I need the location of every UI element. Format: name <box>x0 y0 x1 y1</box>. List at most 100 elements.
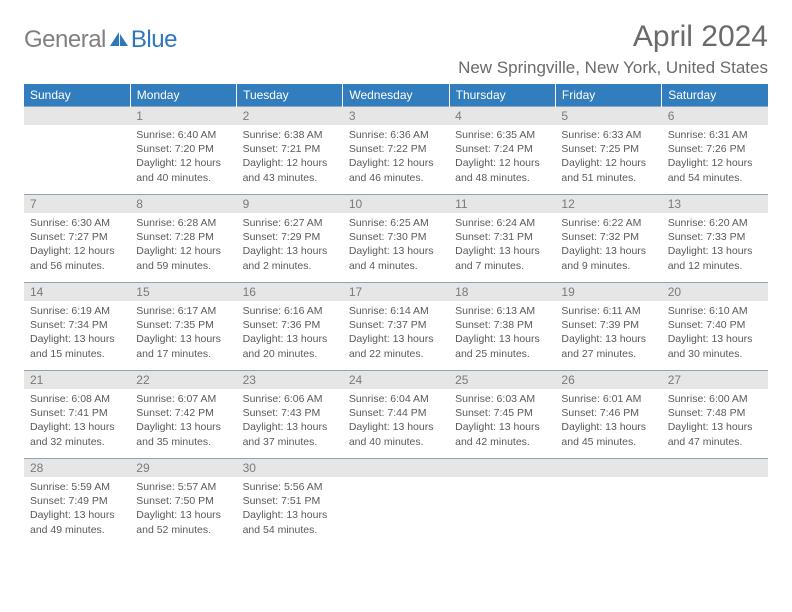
sunset-text: Sunset: 7:31 PM <box>455 230 549 244</box>
calendar-day-cell: 29 Sunrise: 5:57 AMSunset: 7:50 PMDayligh… <box>130 459 236 547</box>
calendar-day-cell <box>555 459 661 547</box>
daylight-text-cont: and 27 minutes. <box>561 347 655 361</box>
calendar-page: General Blue April 2024 New Springville,… <box>0 0 792 567</box>
sunrise-text: Sunrise: 6:19 AM <box>30 304 124 318</box>
sunrise-text: Sunrise: 6:08 AM <box>30 392 124 406</box>
daylight-text: Daylight: 13 hours <box>561 420 655 434</box>
daylight-text: Daylight: 13 hours <box>668 332 762 346</box>
calendar-day-cell: 5Sunrise: 6:33 AMSunset: 7:25 PMDaylight… <box>555 107 661 195</box>
daylight-text-cont: and 7 minutes. <box>455 259 549 273</box>
daylight-text: Daylight: 12 hours <box>561 156 655 170</box>
logo-text-general: General <box>24 26 106 54</box>
sunrise-text: Sunrise: 6:36 AM <box>349 128 443 142</box>
day-number: 12 <box>555 195 661 213</box>
daylight-text-cont: and 9 minutes. <box>561 259 655 273</box>
calendar-day-cell: 7Sunrise: 6:30 AMSunset: 7:27 PMDaylight… <box>24 195 130 283</box>
daylight-text: Daylight: 13 hours <box>561 244 655 258</box>
calendar-day-cell: 1Sunrise: 6:40 AMSunset: 7:20 PMDaylight… <box>130 107 236 195</box>
day-number: 14 <box>24 283 130 301</box>
sunrise-text: Sunrise: 6:14 AM <box>349 304 443 318</box>
sunrise-text: Sunrise: 6:07 AM <box>136 392 230 406</box>
sunrise-text: Sunrise: 6:17 AM <box>136 304 230 318</box>
day-number: 30 <box>237 459 343 477</box>
calendar-day-cell: 19 Sunrise: 6:11 AMSunset: 7:39 PMDayligh… <box>555 283 661 371</box>
sunset-text: Sunset: 7:22 PM <box>349 142 443 156</box>
day-number: 29 <box>130 459 236 477</box>
day-info: Sunrise: 6:27 AMSunset: 7:29 PMDaylight:… <box>243 216 337 273</box>
page-title: April 2024 <box>458 20 768 54</box>
calendar-day-cell: 24Sunrise: 6:04 AMSunset: 7:44 PMDayligh… <box>343 371 449 459</box>
daylight-text: Daylight: 13 hours <box>30 508 124 522</box>
daylight-text: Daylight: 13 hours <box>349 332 443 346</box>
calendar-day-cell: 17Sunrise: 6:14 AMSunset: 7:37 PMDayligh… <box>343 283 449 371</box>
calendar-day-cell <box>343 459 449 547</box>
logo-text-blue: Blue <box>131 26 177 54</box>
daylight-text: Daylight: 13 hours <box>455 420 549 434</box>
sunrise-text: Sunrise: 6:35 AM <box>455 128 549 142</box>
calendar-day-cell: 12Sunrise: 6:22 AMSunset: 7:32 PMDayligh… <box>555 195 661 283</box>
sunrise-text: Sunrise: 6:11 AM <box>561 304 655 318</box>
day-number: 26 <box>555 371 661 389</box>
daylight-text: Daylight: 13 hours <box>455 244 549 258</box>
calendar-week-row: 7Sunrise: 6:30 AMSunset: 7:27 PMDaylight… <box>24 195 768 283</box>
sunset-text: Sunset: 7:40 PM <box>668 318 762 332</box>
daylight-text-cont: and 45 minutes. <box>561 435 655 449</box>
daylight-text: Daylight: 13 hours <box>30 420 124 434</box>
sunset-text: Sunset: 7:33 PM <box>668 230 762 244</box>
day-number-empty <box>343 459 449 477</box>
daylight-text-cont: and 32 minutes. <box>30 435 124 449</box>
daylight-text: Daylight: 12 hours <box>455 156 549 170</box>
day-info: Sunrise: 6:28 AMSunset: 7:28 PMDaylight:… <box>136 216 230 273</box>
daylight-text-cont: and 54 minutes. <box>668 171 762 185</box>
sunrise-text: Sunrise: 6:06 AM <box>243 392 337 406</box>
calendar-day-cell: 4Sunrise: 6:35 AMSunset: 7:24 PMDaylight… <box>449 107 555 195</box>
day-info: Sunrise: 5:57 AMSunset: 7:50 PMDaylight:… <box>136 480 230 537</box>
location-label: New Springville, New York, United States <box>458 58 768 78</box>
daylight-text: Daylight: 12 hours <box>136 244 230 258</box>
logo: General Blue <box>24 20 177 54</box>
day-number: 19 <box>555 283 661 301</box>
calendar-day-cell: 18 Sunrise: 6:13 AMSunset: 7:38 PMDayligh… <box>449 283 555 371</box>
daylight-text: Daylight: 12 hours <box>349 156 443 170</box>
sunset-text: Sunset: 7:51 PM <box>243 494 337 508</box>
sunrise-text: Sunrise: 6:22 AM <box>561 216 655 230</box>
day-number: 18 <box>449 283 555 301</box>
day-header: Wednesday <box>343 84 449 107</box>
daylight-text-cont: and 25 minutes. <box>455 347 549 361</box>
calendar-day-cell: 22Sunrise: 6:07 AMSunset: 7:42 PMDayligh… <box>130 371 236 459</box>
day-info: Sunrise: 6:31 AMSunset: 7:26 PMDaylight:… <box>668 128 762 185</box>
sunrise-text: Sunrise: 6:40 AM <box>136 128 230 142</box>
daylight-text: Daylight: 13 hours <box>455 332 549 346</box>
calendar-day-cell: 16Sunrise: 6:16 AMSunset: 7:36 PMDayligh… <box>237 283 343 371</box>
daylight-text-cont: and 56 minutes. <box>30 259 124 273</box>
sunset-text: Sunset: 7:39 PM <box>561 318 655 332</box>
day-number: 15 <box>130 283 236 301</box>
day-number: 8 <box>130 195 236 213</box>
day-info: Sunrise: 6:11 AMSunset: 7:39 PMDaylight:… <box>561 304 655 361</box>
daylight-text-cont: and 59 minutes. <box>136 259 230 273</box>
daylight-text-cont: and 49 minutes. <box>30 523 124 537</box>
sunset-text: Sunset: 7:35 PM <box>136 318 230 332</box>
day-header: Saturday <box>662 84 768 107</box>
daylight-text-cont: and 17 minutes. <box>136 347 230 361</box>
sunset-text: Sunset: 7:48 PM <box>668 406 762 420</box>
sunset-text: Sunset: 7:45 PM <box>455 406 549 420</box>
calendar-day-cell: 21Sunrise: 6:08 AMSunset: 7:41 PMDayligh… <box>24 371 130 459</box>
sunrise-text: Sunrise: 5:59 AM <box>30 480 124 494</box>
sunset-text: Sunset: 7:38 PM <box>455 318 549 332</box>
calendar-day-cell: 6Sunrise: 6:31 AMSunset: 7:26 PMDaylight… <box>662 107 768 195</box>
calendar-day-cell: 8 Sunrise: 6:28 AMSunset: 7:28 PMDaylight… <box>130 195 236 283</box>
sunset-text: Sunset: 7:21 PM <box>243 142 337 156</box>
daylight-text-cont: and 30 minutes. <box>668 347 762 361</box>
sunrise-text: Sunrise: 6:00 AM <box>668 392 762 406</box>
daylight-text: Daylight: 13 hours <box>136 508 230 522</box>
sunrise-text: Sunrise: 6:13 AM <box>455 304 549 318</box>
day-number: 27 <box>662 371 768 389</box>
sunrise-text: Sunrise: 6:03 AM <box>455 392 549 406</box>
calendar-week-row: 1Sunrise: 6:40 AMSunset: 7:20 PMDaylight… <box>24 107 768 195</box>
daylight-text: Daylight: 12 hours <box>30 244 124 258</box>
day-number-empty <box>662 459 768 477</box>
calendar-day-cell: 27Sunrise: 6:00 AMSunset: 7:48 PMDayligh… <box>662 371 768 459</box>
daylight-text-cont: and 48 minutes. <box>455 171 549 185</box>
day-info: Sunrise: 6:04 AMSunset: 7:44 PMDaylight:… <box>349 392 443 449</box>
